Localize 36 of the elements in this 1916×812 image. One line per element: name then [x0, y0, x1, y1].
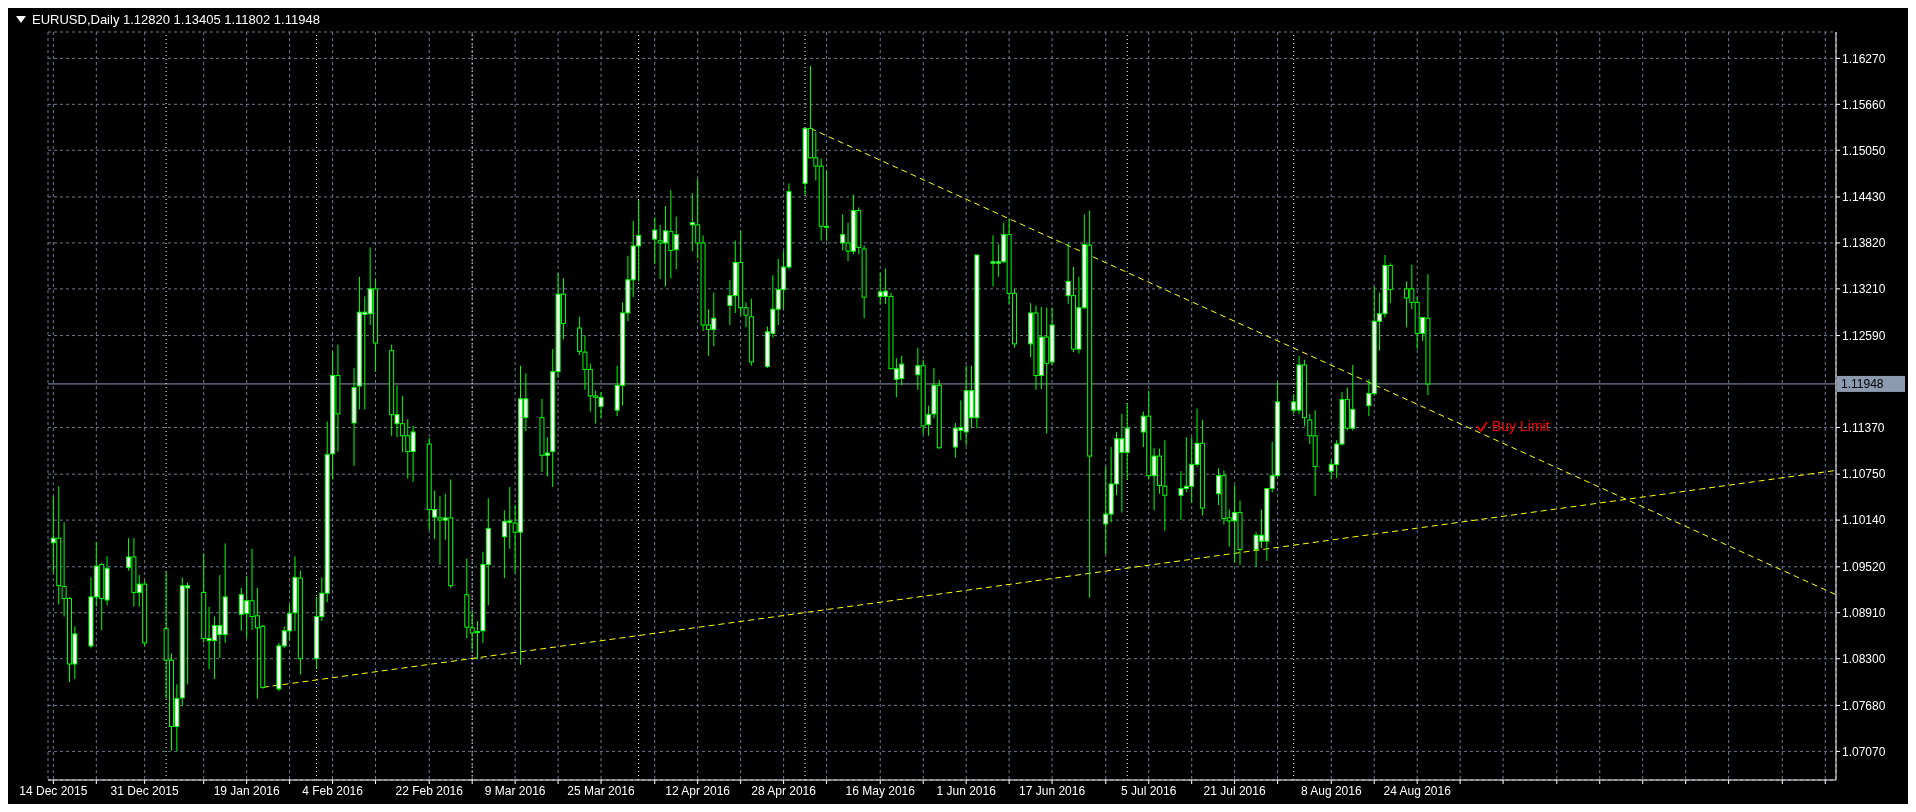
x-tick-label: 21 Jul 2016: [1203, 783, 1266, 798]
ref-line-label: 1.11948: [1841, 376, 1884, 391]
x-tick-label: 9 Mar 2016: [484, 783, 546, 798]
x-tick-label: 17 Jun 2016: [1019, 783, 1086, 798]
y-tick-label: 1.07070: [1842, 744, 1886, 759]
y-tick-label: 1.12590: [1842, 328, 1886, 343]
x-tick-label: 22 Feb 2016: [395, 783, 464, 798]
x-tick-label: 5 Jul 2016: [1121, 783, 1177, 798]
x-tick-label: 24 Aug 2016: [1383, 783, 1452, 798]
x-tick-label: 8 Aug 2016: [1300, 783, 1362, 798]
y-tick-label: 1.16270: [1842, 51, 1886, 66]
y-tick-label: 1.11370: [1842, 420, 1885, 435]
x-tick-label: 4 Feb 2016: [302, 783, 364, 798]
candlestick: [652, 216, 658, 265]
y-tick-label: 1.07680: [1842, 698, 1886, 713]
y-tick-label: 1.08300: [1842, 651, 1886, 666]
x-tick-label: 31 Dec 2015: [110, 783, 179, 798]
x-tick-label: 12 Apr 2016: [665, 783, 731, 798]
y-tick-label: 1.09520: [1842, 560, 1886, 575]
y-tick-label: 1.10750: [1842, 467, 1886, 482]
x-tick-label: 28 Apr 2016: [751, 783, 817, 798]
x-tick-label: 25 Mar 2016: [567, 783, 636, 798]
y-tick-label: 1.14430: [1842, 190, 1886, 205]
y-tick-label: 1.13820: [1842, 236, 1886, 251]
x-tick-label: 14 Dec 2015: [19, 783, 88, 798]
annotation: Buy Limit: [1492, 418, 1550, 434]
chart-title: EURUSD,Daily 1.12820 1.13405 1.11802 1.11948: [32, 12, 320, 27]
y-tick-label: 1.13210: [1842, 282, 1886, 297]
y-tick-label: 1.10140: [1842, 513, 1886, 528]
y-tick-label: 1.15660: [1842, 97, 1886, 112]
y-tick-label: 1.15050: [1842, 143, 1886, 158]
x-tick-label: 16 May 2016: [845, 783, 916, 798]
x-tick-label: 19 Jan 2016: [213, 783, 281, 798]
candlestick: [1162, 439, 1168, 532]
x-tick-label: 1 Jun 2016: [936, 783, 997, 798]
y-tick-label: 1.08910: [1842, 606, 1886, 621]
